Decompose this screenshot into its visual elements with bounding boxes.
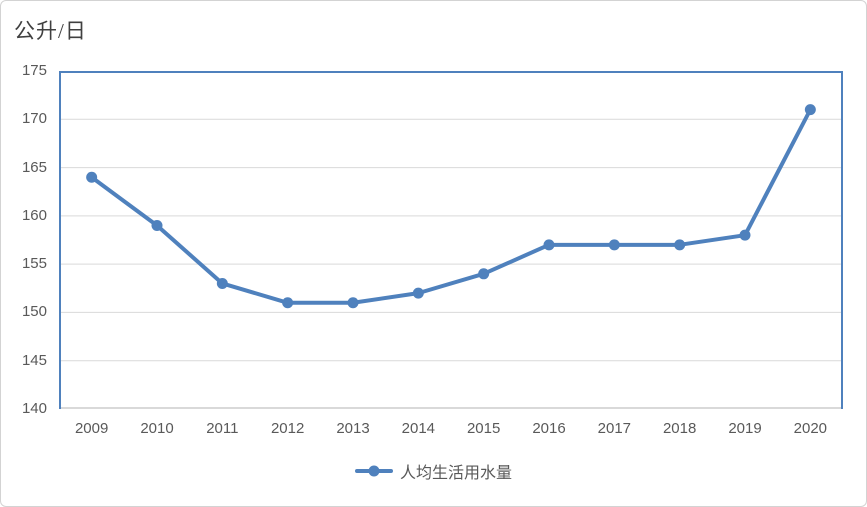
- legend-point-marker: [368, 465, 380, 477]
- data-point-marker: [543, 239, 555, 251]
- y-tick-label: 160: [21, 206, 47, 224]
- data-point-marker: [412, 287, 424, 299]
- data-point-marker: [478, 268, 490, 280]
- y-tick-label: 145: [21, 351, 47, 369]
- x-tick-label: 2016: [532, 420, 566, 437]
- chart-title: 公升/日: [14, 19, 87, 43]
- data-point-marker: [804, 104, 816, 116]
- plot-area: [59, 71, 843, 409]
- y-tick-label: 150: [21, 303, 47, 321]
- series-line: [89, 107, 813, 305]
- x-tick-label: 2012: [270, 420, 305, 437]
- y-tick-label: 140: [21, 400, 47, 417]
- y-tick-label: 175: [21, 62, 47, 79]
- legend-label: 人均生活用水量: [399, 465, 512, 482]
- data-point-marker: [86, 171, 98, 183]
- x-tick-label: 2013: [336, 420, 370, 437]
- data-point-marker: [347, 297, 359, 309]
- legend: 人均生活用水量: [1, 459, 866, 483]
- x-tick-label: 2018: [662, 420, 697, 437]
- x-tick-label: 2015: [466, 420, 501, 437]
- x-tick-label: 2017: [597, 420, 632, 437]
- data-point-marker: [151, 220, 163, 232]
- x-tick-label: 2009: [74, 420, 109, 437]
- y-tick-label: 165: [21, 158, 47, 176]
- x-tick-label: 2010: [140, 420, 174, 437]
- data-point-marker: [216, 277, 228, 289]
- data-point-marker: [608, 239, 620, 251]
- y-tick-label: 170: [21, 110, 47, 128]
- legend-line-marker: [354, 465, 393, 477]
- x-tick-label: 2011: [206, 420, 239, 437]
- data-point-marker: [282, 297, 294, 309]
- data-point-marker: [674, 239, 686, 251]
- x-tick-label: 2014: [401, 420, 436, 437]
- x-tick-label: 2020: [793, 420, 828, 437]
- x-tick-label: 2019: [728, 420, 762, 437]
- data-point-marker: [739, 229, 751, 241]
- y-tick-label: 155: [21, 255, 47, 273]
